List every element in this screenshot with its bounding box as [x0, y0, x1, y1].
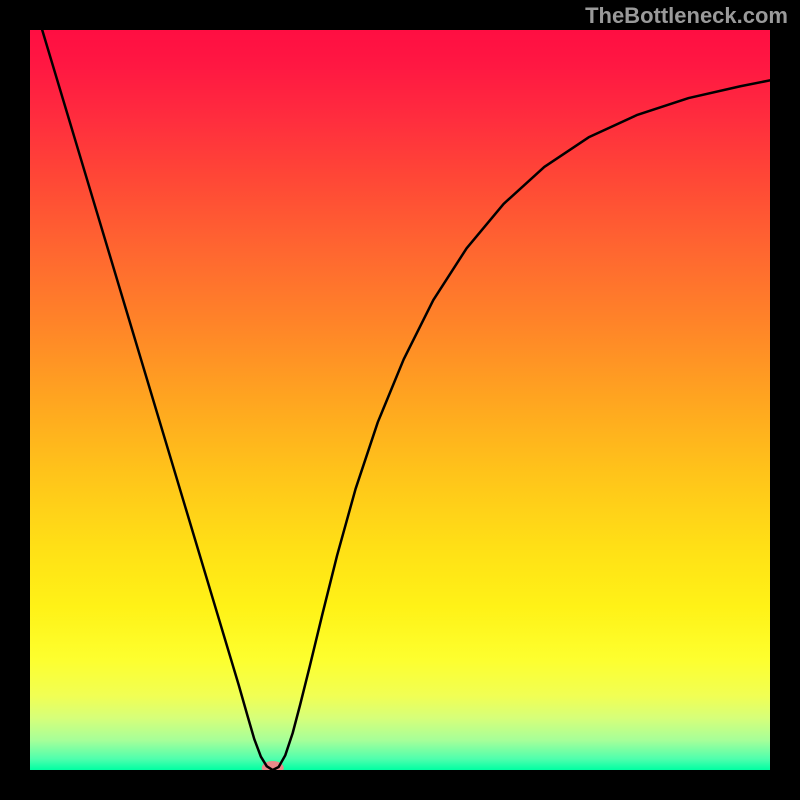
curve-layer [30, 30, 770, 770]
watermark-text: TheBottleneck.com [585, 3, 788, 29]
chart-container: TheBottleneck.com [0, 0, 800, 800]
bottleneck-curve [30, 30, 770, 770]
plot-area [30, 30, 770, 770]
